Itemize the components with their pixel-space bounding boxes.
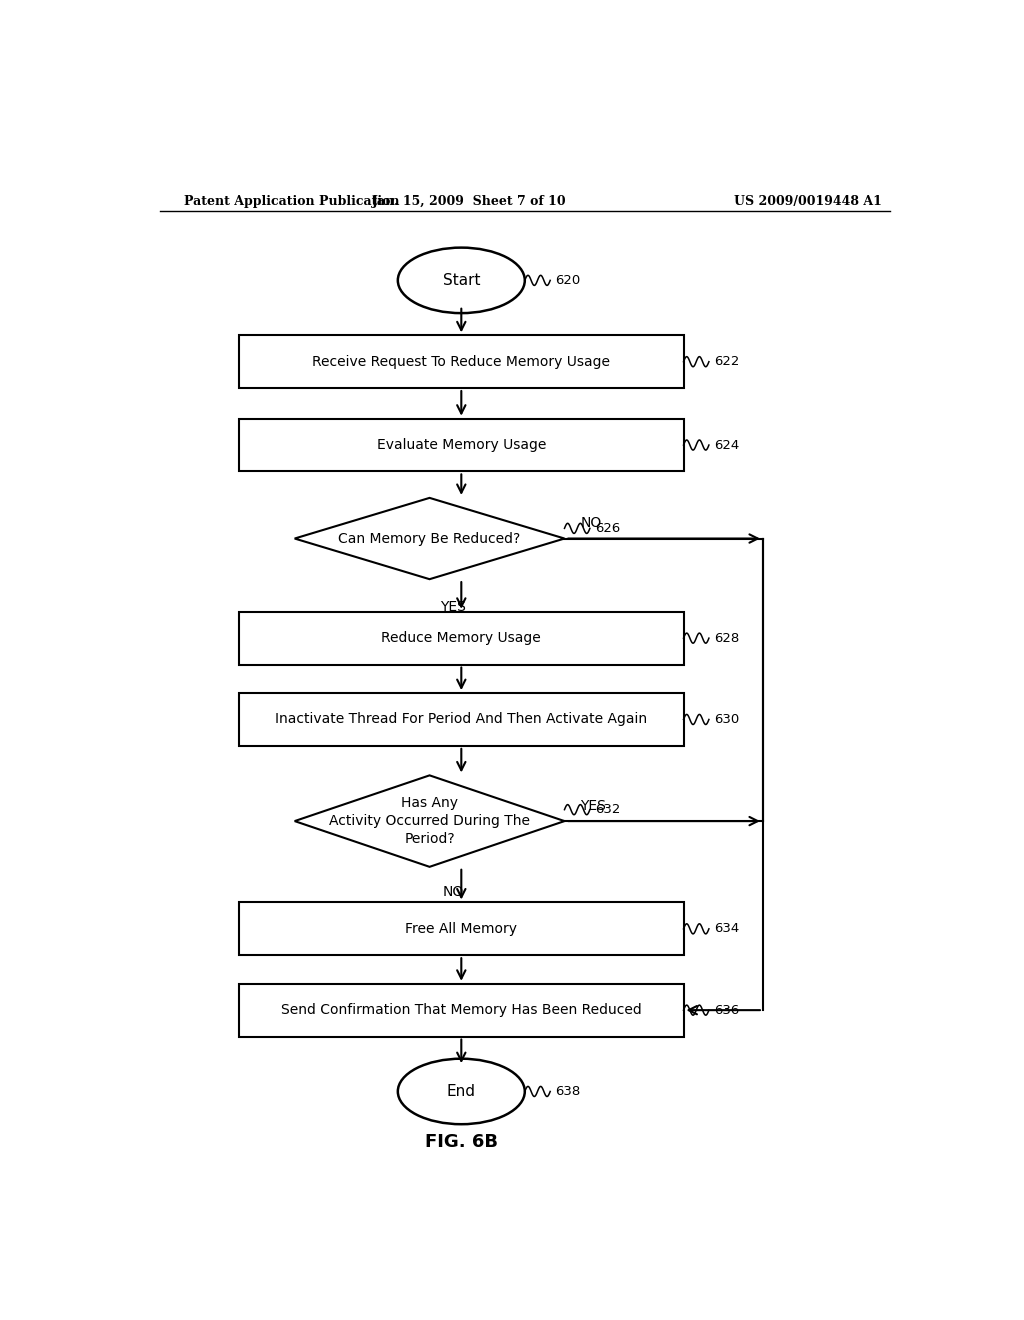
Text: Reduce Memory Usage: Reduce Memory Usage [381, 631, 542, 645]
Bar [239, 611, 684, 664]
Text: 636: 636 [714, 1003, 739, 1016]
Text: 620: 620 [555, 273, 581, 286]
Text: 632: 632 [595, 803, 620, 816]
Text: FIG. 6B: FIG. 6B [425, 1134, 498, 1151]
Text: YES: YES [581, 799, 606, 813]
Text: Inactivate Thread For Period And Then Activate Again: Inactivate Thread For Period And Then Ac… [275, 713, 647, 726]
Text: Jan. 15, 2009  Sheet 7 of 10: Jan. 15, 2009 Sheet 7 of 10 [372, 194, 566, 207]
Text: 624: 624 [714, 438, 739, 451]
Text: NO: NO [442, 886, 464, 899]
Text: 638: 638 [555, 1085, 581, 1098]
Text: Free All Memory: Free All Memory [406, 921, 517, 936]
Bar [239, 335, 684, 388]
Text: 634: 634 [714, 923, 739, 936]
Text: Patent Application Publication: Patent Application Publication [183, 194, 399, 207]
Bar [239, 903, 684, 956]
Bar [239, 983, 684, 1036]
Text: End: End [446, 1084, 476, 1100]
Bar [239, 693, 684, 746]
Text: Send Confirmation That Memory Has Been Reduced: Send Confirmation That Memory Has Been R… [281, 1003, 642, 1018]
Text: US 2009/0019448 A1: US 2009/0019448 A1 [734, 194, 882, 207]
Bar [239, 418, 684, 471]
Text: Can Memory Be Reduced?: Can Memory Be Reduced? [339, 532, 520, 545]
Text: NO: NO [581, 516, 602, 531]
Text: YES: YES [440, 599, 466, 614]
Text: Evaluate Memory Usage: Evaluate Memory Usage [377, 438, 546, 451]
Text: 626: 626 [595, 521, 620, 535]
Text: 622: 622 [714, 355, 739, 368]
Text: Start: Start [442, 273, 480, 288]
Text: 628: 628 [714, 632, 739, 644]
Text: Has Any
Activity Occurred During The
Period?: Has Any Activity Occurred During The Per… [329, 796, 530, 846]
Text: 630: 630 [714, 713, 739, 726]
Text: Receive Request To Reduce Memory Usage: Receive Request To Reduce Memory Usage [312, 355, 610, 368]
